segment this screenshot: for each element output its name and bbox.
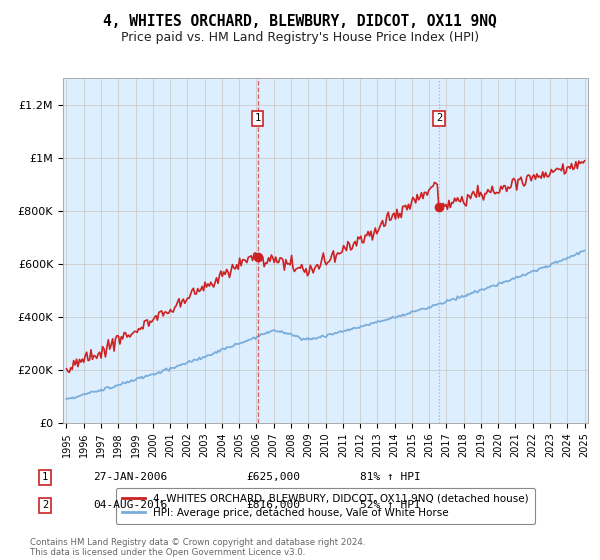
Text: 52% ↑ HPI: 52% ↑ HPI bbox=[360, 500, 421, 510]
Text: £625,000: £625,000 bbox=[246, 472, 300, 482]
Text: 4, WHITES ORCHARD, BLEWBURY, DIDCOT, OX11 9NQ: 4, WHITES ORCHARD, BLEWBURY, DIDCOT, OX1… bbox=[103, 14, 497, 29]
Text: 2: 2 bbox=[42, 500, 48, 510]
Text: 1: 1 bbox=[254, 113, 261, 123]
Text: Contains HM Land Registry data © Crown copyright and database right 2024.
This d: Contains HM Land Registry data © Crown c… bbox=[30, 538, 365, 557]
Text: 81% ↑ HPI: 81% ↑ HPI bbox=[360, 472, 421, 482]
Legend: 4, WHITES ORCHARD, BLEWBURY, DIDCOT, OX11 9NQ (detached house), HPI: Average pri: 4, WHITES ORCHARD, BLEWBURY, DIDCOT, OX1… bbox=[116, 488, 535, 524]
Text: 1: 1 bbox=[42, 472, 48, 482]
Text: £816,000: £816,000 bbox=[246, 500, 300, 510]
Text: Price paid vs. HM Land Registry's House Price Index (HPI): Price paid vs. HM Land Registry's House … bbox=[121, 31, 479, 44]
Text: 2: 2 bbox=[436, 113, 442, 123]
Text: 04-AUG-2016: 04-AUG-2016 bbox=[93, 500, 167, 510]
Text: 27-JAN-2006: 27-JAN-2006 bbox=[93, 472, 167, 482]
